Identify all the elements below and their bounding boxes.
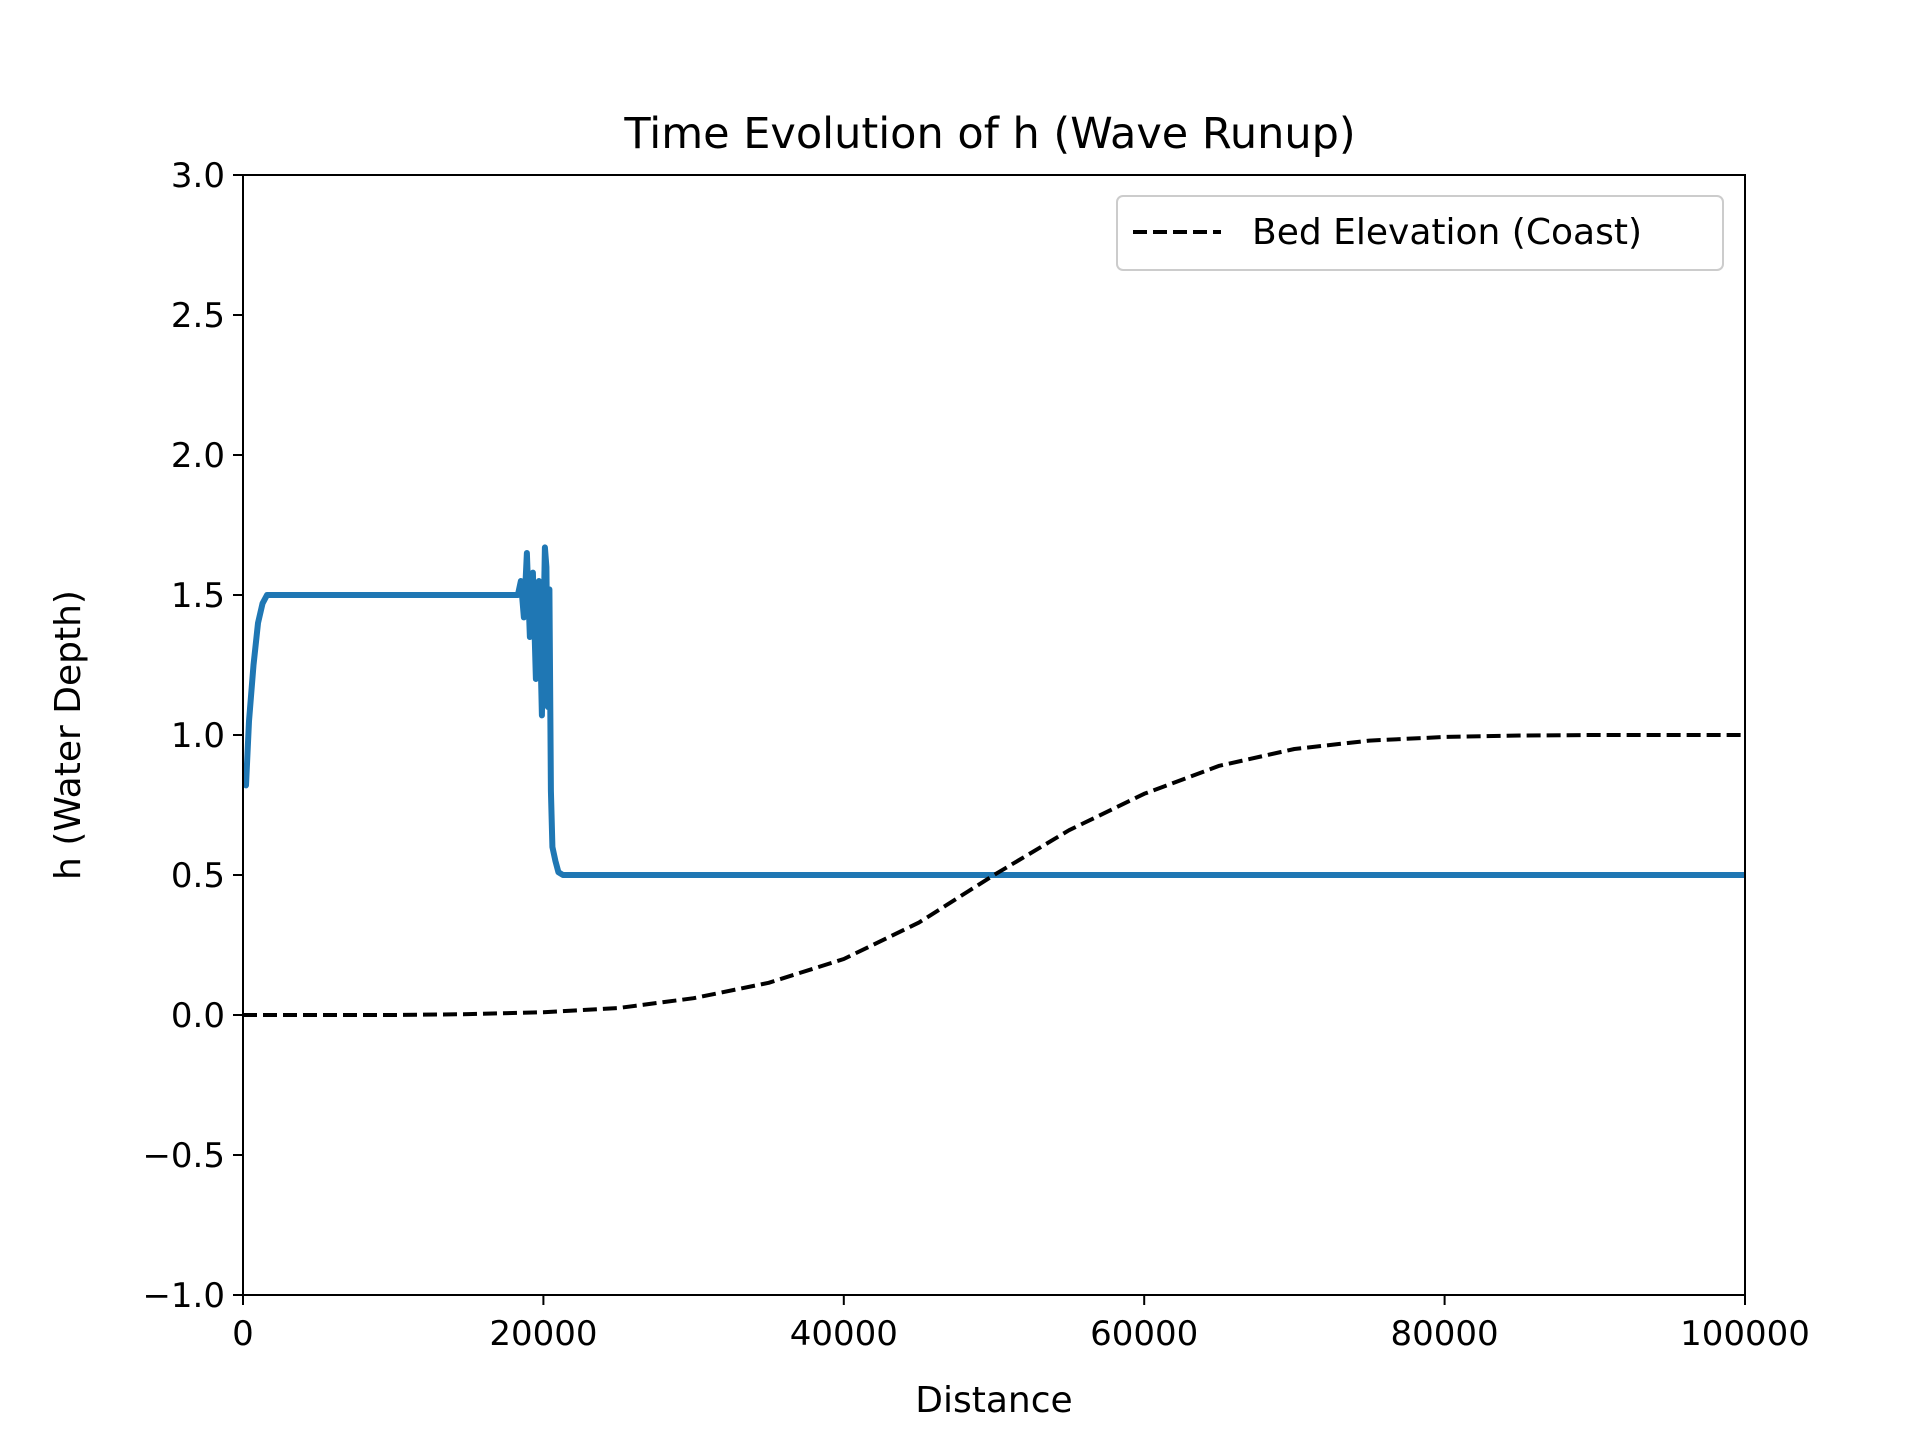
series-layer	[243, 544, 1745, 1017]
y-tick-label: 3.0	[171, 156, 225, 196]
y-tick-label: 0.5	[171, 856, 225, 896]
x-axis-title: Distance	[915, 1380, 1072, 1421]
y-tick-label: 2.5	[171, 296, 225, 336]
y-tick-label: 1.0	[171, 716, 225, 756]
x-tick-label: 60000	[1090, 1314, 1198, 1354]
y-tick-label: 1.5	[171, 576, 225, 616]
y-tick-label: −1.0	[142, 1276, 225, 1316]
y-axis-title: h (Water Depth)	[48, 590, 89, 880]
x-tick-label: 80000	[1391, 1314, 1499, 1354]
x-axis-ticks: 0 20000 40000 60000 80000 100000	[232, 1295, 1810, 1354]
y-axis-ticks: −1.0 −0.5 0.0 0.5 1.0 1.5 2.0 2.5 3.0	[142, 156, 243, 1316]
plot-area	[243, 544, 1745, 1017]
series-line-bed	[243, 733, 1745, 1017]
series-line-h	[243, 544, 1745, 878]
legend: Bed Elevation (Coast)	[1116, 195, 1724, 271]
chart-title: Time Evolution of h (Wave Runup)	[623, 109, 1355, 159]
x-tick-label: 20000	[489, 1314, 597, 1354]
y-tick-label: −0.5	[142, 1136, 225, 1176]
legend-label-bed: Bed Elevation (Coast)	[1252, 212, 1642, 253]
x-tick-label: 0	[232, 1314, 254, 1354]
legend-box	[1116, 195, 1724, 271]
x-tick-label: 40000	[790, 1314, 898, 1354]
y-tick-label: 0.0	[171, 996, 225, 1036]
x-tick-label: 100000	[1680, 1314, 1810, 1354]
y-tick-label: 2.0	[171, 436, 225, 476]
